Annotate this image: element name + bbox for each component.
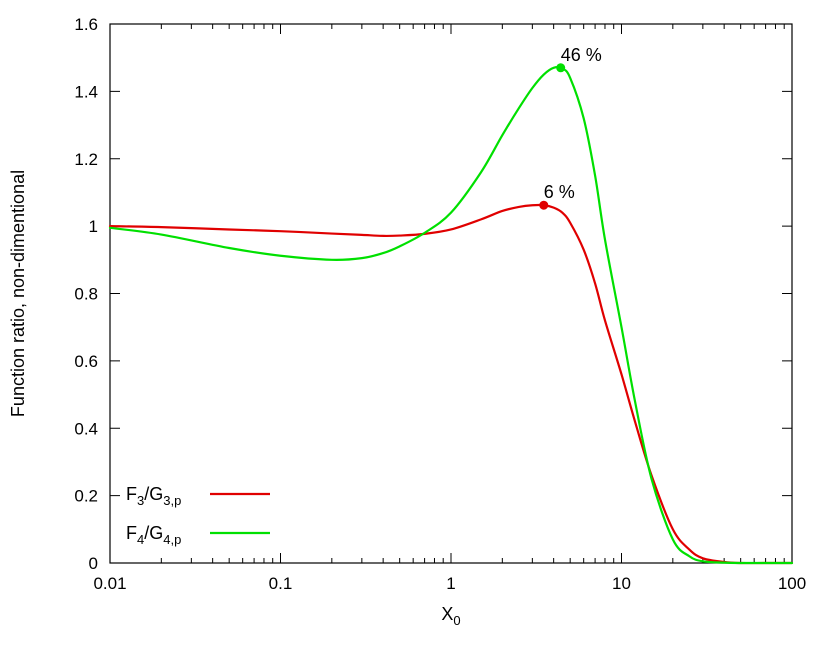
- y-tick-label: 1.6: [74, 15, 98, 34]
- y-tick-label: 0.2: [74, 487, 98, 506]
- peak-marker-0: [539, 200, 549, 210]
- y-tick-label: 1.4: [74, 82, 98, 101]
- y-tick-label: 1.2: [74, 150, 98, 169]
- x-axis-label-base: X: [441, 604, 453, 624]
- y-tick-label: 1: [89, 217, 98, 236]
- plot-frame: [109, 23, 793, 564]
- legend-entry-0: F3/G3,p: [126, 484, 270, 508]
- x-tick-label: 100: [778, 574, 806, 593]
- legend: F3/G3,p F4/G4,p: [126, 484, 270, 547]
- series-layer: 6 % 46 %: [108, 45, 794, 565]
- y-axis-label: Function ratio, non-dimentional: [8, 170, 28, 417]
- legend-label-0: F3/G3,p: [126, 484, 181, 508]
- x-tick-label: 0.1: [269, 574, 293, 593]
- tick-labels: 0.01 0.1 1 10 100 0 0.2 0.4 0.6 0.8 1 1.2 1.4 1.6: [74, 15, 806, 593]
- y-tick-label: 0: [89, 554, 98, 573]
- legend-label-1: F4/G4,p: [126, 523, 181, 547]
- peak-label-1: 46 %: [561, 45, 602, 65]
- legend-entry-1: F4/G4,p: [126, 523, 270, 547]
- x-tick-label: 0.01: [93, 574, 126, 593]
- x-tick-label: 10: [612, 574, 631, 593]
- y-tick-label: 0.8: [74, 285, 98, 304]
- peak-label-0: 6 %: [544, 182, 575, 202]
- x-tick-label: 1: [446, 574, 455, 593]
- y-tick-label: 0.4: [74, 419, 98, 438]
- x-axis-label: X0: [441, 604, 460, 628]
- ticks: [109, 23, 793, 564]
- x-axis-label-sub: 0: [453, 613, 460, 628]
- series-line-0: [108, 203, 794, 565]
- series-line-1: [108, 66, 794, 565]
- peak-marker-1: [556, 63, 566, 73]
- y-tick-label: 0.6: [74, 352, 98, 371]
